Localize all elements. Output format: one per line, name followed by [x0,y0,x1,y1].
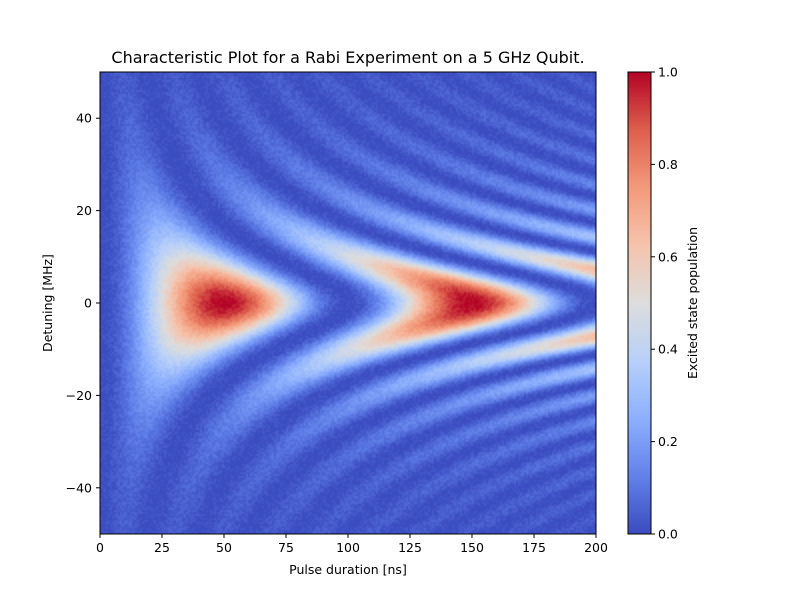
x-tick-label: 0 [96,540,104,555]
colorbar-ticks: 0.0 0.2 0.4 0.6 0.8 1.0 [651,65,678,542]
x-tick-label: 75 [278,540,294,555]
colorbar-tick-label: 0.6 [658,249,678,264]
x-tick-label: 175 [522,540,546,555]
plot-frame [99,71,597,535]
colorbar-tick-label: 0.4 [658,342,678,357]
y-axis-label: Detuning [MHz] [40,254,55,352]
x-axis-label: Pulse duration [ns] [289,562,407,577]
colorbar-tick-label: 0.0 [658,527,678,542]
x-tick-label: 25 [154,540,170,555]
x-tick-label: 125 [398,540,422,555]
colorbar-frame [627,71,652,535]
colorbar-gradient [628,72,651,534]
y-tick-label: 40 [76,111,92,126]
x-tick-label: 100 [336,540,360,555]
y-tick-label: 0 [84,296,92,311]
y-tick-label: −20 [66,388,92,403]
colorbar-tick-label: 0.8 [658,157,678,172]
x-tick-label: 200 [584,540,608,555]
heatmap-image [100,72,596,534]
y-axis-ticks: −40 −20 0 20 40 [66,111,100,495]
colorbar-tick-label: 0.2 [658,434,678,449]
x-tick-label: 150 [460,540,484,555]
chart-title: Characteristic Plot for a Rabi Experimen… [111,48,585,67]
colorbar-label: Excited state population [685,227,700,379]
x-axis-ticks: 0 25 50 75 100 125 150 175 200 [96,534,608,555]
x-tick-label: 50 [216,540,232,555]
colorbar-tick-label: 1.0 [658,65,678,80]
y-tick-label: 20 [76,203,92,218]
y-tick-label: −40 [66,480,92,495]
